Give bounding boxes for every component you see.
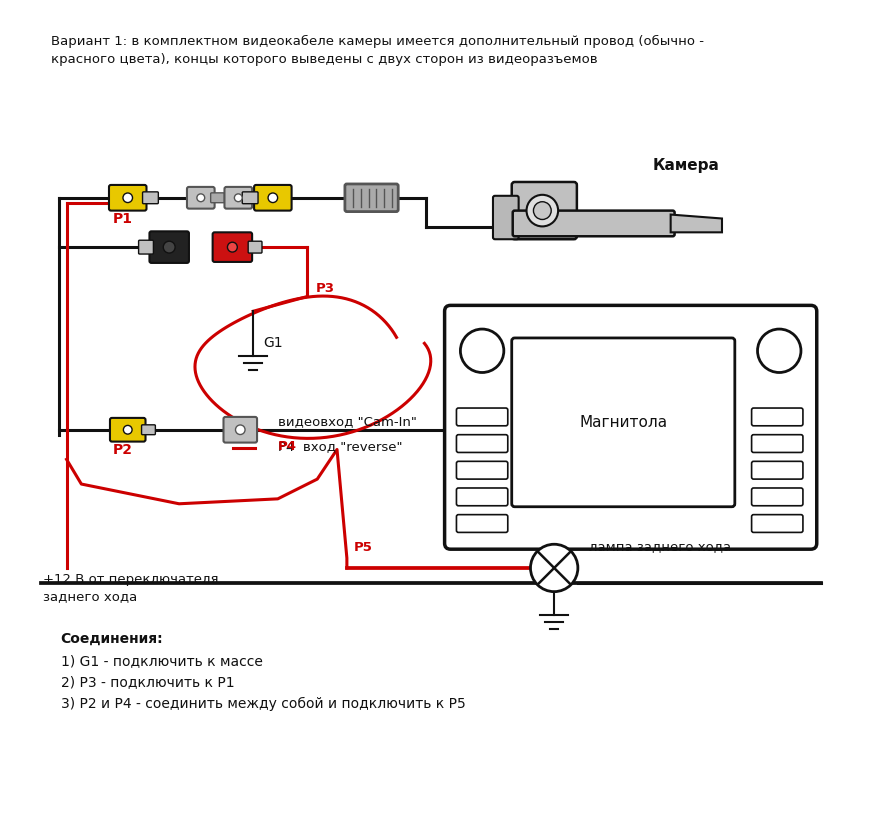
FancyBboxPatch shape [224, 417, 257, 443]
Circle shape [527, 195, 558, 227]
Circle shape [164, 241, 175, 253]
Text: Магнитола: Магнитола [579, 415, 667, 430]
FancyBboxPatch shape [141, 424, 156, 434]
Circle shape [268, 193, 278, 203]
Text: видеовход "Cam-In": видеовход "Cam-In" [278, 415, 416, 428]
Text: 3) Р2 и Р4 - соединить между собой и подключить к Р5: 3) Р2 и Р4 - соединить между собой и под… [61, 697, 465, 711]
Text: P5: P5 [354, 541, 373, 554]
FancyBboxPatch shape [493, 195, 519, 239]
FancyBboxPatch shape [242, 192, 258, 204]
Circle shape [530, 544, 578, 592]
Text: Соединения:: Соединения: [61, 632, 164, 646]
FancyBboxPatch shape [456, 408, 507, 426]
FancyBboxPatch shape [512, 182, 577, 239]
FancyBboxPatch shape [512, 338, 735, 507]
FancyBboxPatch shape [142, 192, 158, 204]
Polygon shape [671, 214, 722, 232]
Text: P1: P1 [113, 212, 133, 226]
FancyBboxPatch shape [751, 515, 803, 532]
FancyBboxPatch shape [445, 305, 817, 549]
FancyBboxPatch shape [456, 488, 507, 506]
FancyBboxPatch shape [751, 434, 803, 452]
Text: P2: P2 [113, 443, 133, 456]
Text: G1: G1 [263, 336, 283, 350]
Circle shape [235, 425, 245, 434]
FancyBboxPatch shape [456, 434, 507, 452]
FancyBboxPatch shape [513, 211, 674, 236]
Text: лампа заднего хода: лампа заднего хода [589, 540, 731, 553]
Circle shape [124, 425, 132, 434]
Text: +12 В от переключателя: +12 В от переключателя [42, 573, 218, 586]
Circle shape [197, 194, 205, 202]
FancyBboxPatch shape [751, 488, 803, 506]
FancyBboxPatch shape [139, 241, 154, 254]
FancyBboxPatch shape [248, 241, 262, 253]
FancyBboxPatch shape [456, 515, 507, 532]
Text: Вариант 1: в комплектном видеокабеле камеры имеется дополнительный провод (обычн: Вариант 1: в комплектном видеокабеле кам… [50, 35, 704, 66]
Text: Камера: Камера [653, 158, 720, 173]
Circle shape [234, 194, 242, 202]
Circle shape [123, 193, 133, 203]
FancyBboxPatch shape [109, 185, 147, 211]
FancyBboxPatch shape [225, 187, 252, 209]
Circle shape [227, 242, 237, 252]
FancyBboxPatch shape [456, 461, 507, 479]
Text: P4: P4 [278, 439, 297, 452]
Circle shape [758, 329, 801, 373]
FancyBboxPatch shape [254, 185, 292, 211]
FancyBboxPatch shape [187, 187, 215, 209]
Text: 2) Р3 - подключить к Р1: 2) Р3 - подключить к Р1 [61, 676, 234, 690]
Text: заднего хода: заднего хода [42, 589, 137, 603]
FancyBboxPatch shape [213, 232, 252, 262]
FancyBboxPatch shape [149, 232, 189, 263]
FancyBboxPatch shape [751, 408, 803, 426]
Text: P3: P3 [316, 282, 334, 295]
FancyBboxPatch shape [110, 418, 146, 442]
Circle shape [461, 329, 504, 373]
FancyBboxPatch shape [345, 184, 398, 212]
Text: P4  вход "reverse": P4 вход "reverse" [278, 439, 402, 452]
Circle shape [533, 202, 552, 219]
Text: 1) G1 - подключить к массе: 1) G1 - подключить к массе [61, 654, 263, 667]
FancyBboxPatch shape [210, 193, 225, 203]
FancyBboxPatch shape [751, 461, 803, 479]
